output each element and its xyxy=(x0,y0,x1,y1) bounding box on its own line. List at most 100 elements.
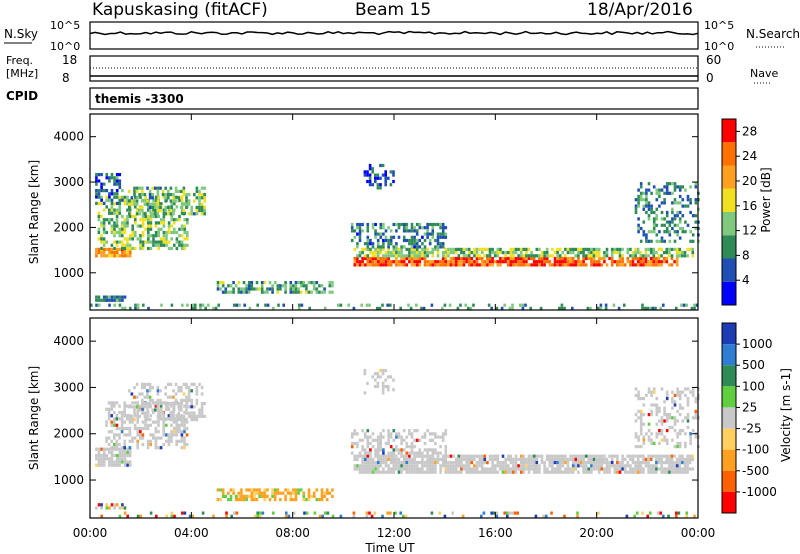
heatmap-cell xyxy=(423,256,427,261)
heatmap-cell xyxy=(467,247,471,251)
heatmap-cell xyxy=(115,176,119,180)
heatmap-cell xyxy=(645,393,648,397)
heatmap-cell xyxy=(395,256,398,261)
heatmap-cell xyxy=(263,488,267,492)
heatmap-cell xyxy=(113,298,116,302)
heatmap-cell xyxy=(400,454,403,458)
heatmap-cell xyxy=(172,389,175,393)
heatmap-cell xyxy=(483,470,487,474)
heatmap-cell xyxy=(465,247,468,251)
heatmap-cell xyxy=(312,287,316,291)
colorbar-swatch xyxy=(722,212,736,236)
heatmap-cell xyxy=(436,232,440,236)
heatmap-cell xyxy=(545,470,549,474)
heatmap-cell xyxy=(320,494,324,498)
heatmap-cell xyxy=(123,511,127,515)
heatmap-cell xyxy=(647,188,651,192)
heatmap-cell xyxy=(188,514,192,518)
heatmap-cell xyxy=(475,256,479,261)
heatmap-cell xyxy=(174,398,178,402)
heatmap-cell xyxy=(157,221,160,225)
heatmap-cell xyxy=(121,230,124,235)
heatmap-cell xyxy=(491,260,494,264)
heatmap-cell xyxy=(121,214,124,219)
heatmap-cell xyxy=(423,245,427,249)
heatmap-cell xyxy=(159,414,162,418)
heatmap-cell xyxy=(480,251,484,255)
heatmap-cell xyxy=(465,461,468,465)
heatmap-cell xyxy=(686,403,690,407)
heatmap-cell xyxy=(201,303,205,307)
heatmap-cell xyxy=(110,414,113,418)
heatmap-cell xyxy=(102,201,106,205)
heatmap-cell xyxy=(470,457,474,461)
heatmap-cell xyxy=(671,390,674,394)
heatmap-cell xyxy=(366,435,370,439)
heatmap-cell xyxy=(644,256,648,261)
heatmap-cell xyxy=(675,514,678,518)
heatmap-cell xyxy=(405,445,409,449)
heatmap-cell xyxy=(402,448,406,452)
heatmap-cell xyxy=(258,287,261,291)
heatmap-cell xyxy=(460,467,463,471)
heatmap-cell xyxy=(371,167,374,171)
heatmap-cell xyxy=(118,442,121,447)
heatmap-cell xyxy=(461,514,465,518)
heatmap-cell xyxy=(506,470,510,474)
heatmap-cell xyxy=(121,224,124,228)
heatmap-cell xyxy=(374,176,377,180)
heatmap-cell xyxy=(655,256,658,261)
heatmap-cell xyxy=(154,408,157,412)
heatmap-cell xyxy=(694,400,698,404)
heatmap-cell xyxy=(392,179,395,184)
heatmap-cell xyxy=(595,254,598,258)
heatmap-cell xyxy=(108,211,111,215)
heatmap-cell xyxy=(540,461,544,465)
heatmap-cell xyxy=(382,457,385,461)
heatmap-cell xyxy=(115,208,119,212)
heatmap-cell xyxy=(379,163,382,168)
heatmap-cell xyxy=(610,454,614,458)
heatmap-cell xyxy=(382,448,385,452)
heatmap-cell xyxy=(405,467,409,471)
heatmap-cell xyxy=(392,451,396,455)
heatmap-cell xyxy=(245,488,248,492)
heatmap-cell xyxy=(240,287,243,291)
heatmap-cell xyxy=(457,256,461,261)
heatmap-cell xyxy=(449,464,453,468)
heatmap-cell xyxy=(397,235,401,239)
heatmap-cell xyxy=(365,303,369,307)
heatmap-cell xyxy=(180,423,184,427)
heatmap-cell xyxy=(399,306,402,310)
heatmap-cell xyxy=(187,199,191,203)
heatmap-cell xyxy=(684,230,687,234)
heatmap-cell xyxy=(260,281,264,285)
heatmap-cell xyxy=(626,251,630,255)
heatmap-cell xyxy=(522,464,526,468)
heatmap-cell xyxy=(379,247,383,251)
nave-tick-bottom: 0 xyxy=(706,71,714,85)
heatmap-cell xyxy=(115,426,119,431)
heatmap-cell xyxy=(186,237,189,241)
heatmap-cell xyxy=(115,230,119,235)
heatmap-cell xyxy=(194,303,197,307)
heatmap-cell xyxy=(540,256,544,261)
heatmap-cell xyxy=(187,411,191,415)
heatmap-cell xyxy=(643,306,647,310)
heatmap-cell xyxy=(323,494,326,498)
heatmap-cell xyxy=(426,464,429,468)
heatmap-cell xyxy=(480,457,484,461)
heatmap-cell xyxy=(487,303,491,307)
heatmap-cell xyxy=(97,214,101,219)
heatmap-cell xyxy=(535,247,539,251)
heatmap-cell xyxy=(371,263,375,267)
heatmap-cell xyxy=(616,260,619,264)
heatmap-cell xyxy=(136,414,139,418)
heatmap-cell xyxy=(678,194,682,199)
heatmap-cell xyxy=(95,303,98,307)
heatmap-cell xyxy=(610,247,614,251)
heatmap-cell xyxy=(297,491,300,495)
heatmap-cell xyxy=(371,457,375,461)
heatmap-cell xyxy=(426,454,429,458)
heatmap-cell xyxy=(110,189,114,193)
